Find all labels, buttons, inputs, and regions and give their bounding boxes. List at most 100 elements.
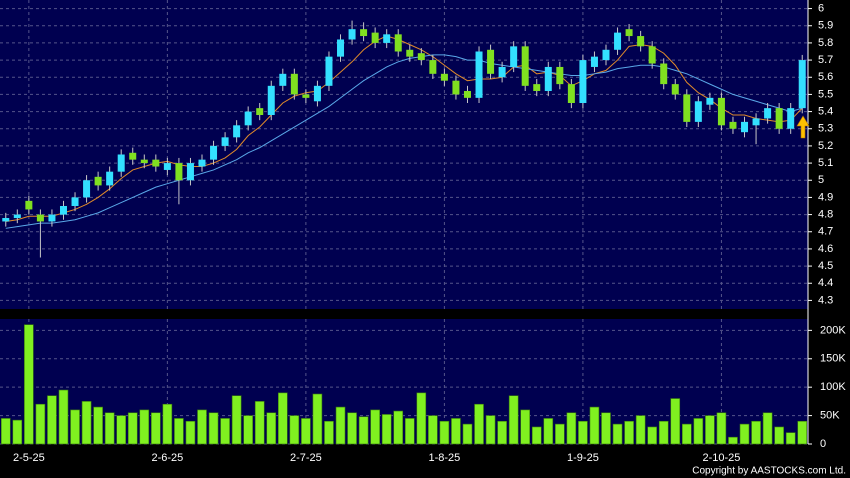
candle-body [706, 97, 714, 105]
candle-body [186, 163, 194, 181]
candle-body [671, 84, 679, 95]
volume-bar [197, 409, 207, 445]
y-tick-label: 5.4 [818, 105, 833, 117]
y-tick-label: 4.6 [818, 243, 833, 255]
y-tick-label: 0 [820, 438, 826, 450]
candle-body [798, 60, 806, 109]
candle-body [383, 34, 391, 43]
volume-bar [670, 398, 681, 445]
volume-bar [324, 420, 334, 445]
candle-body [71, 197, 79, 206]
candle-body [625, 29, 633, 37]
y-tick-label: 4.3 [818, 294, 833, 306]
volume-bar [381, 414, 392, 445]
y-tick-label: 200K [820, 324, 846, 336]
volume-bar [589, 406, 600, 445]
y-tick-label: 5 [818, 174, 824, 186]
volume-bar [0, 418, 11, 445]
x-tick-label: 2-5-25 [13, 452, 45, 464]
candle-body [2, 218, 10, 222]
volume-bar [335, 406, 346, 445]
volume-bar [497, 420, 507, 445]
volume-bar [739, 423, 750, 445]
volume-bar [601, 412, 611, 445]
volume-bar [174, 418, 184, 445]
volume-bar [151, 412, 161, 445]
volume-bar [474, 403, 484, 445]
volume-bar [93, 406, 103, 445]
candle-body [510, 46, 518, 67]
candle-body [244, 111, 252, 126]
candle-body [36, 214, 44, 222]
candle-body [475, 51, 483, 98]
candle-body [729, 121, 737, 129]
volume-bar [555, 423, 565, 445]
volume-bar [485, 415, 496, 445]
candle-body [533, 84, 541, 91]
candle-body [129, 152, 137, 160]
volume-bar [520, 409, 531, 445]
y-tick-label: 5.2 [818, 140, 833, 152]
y-tick-label: 4.8 [818, 208, 833, 220]
volume-bar [543, 418, 554, 445]
candle-body [717, 97, 725, 126]
volume-bar [127, 412, 138, 445]
x-tick-label: 1-8-25 [429, 452, 461, 464]
volume-bar [312, 393, 323, 445]
y-tick-label: 5.5 [818, 88, 833, 100]
candle-body [163, 163, 171, 170]
y-tick-label: 5.8 [818, 37, 833, 49]
y-tick-label: 6 [818, 2, 824, 14]
candle-body [752, 118, 760, 126]
volume-bar [774, 426, 784, 445]
y-tick-label: 5.7 [818, 54, 833, 66]
candle-body [498, 66, 506, 78]
candle-body [348, 29, 356, 40]
moving-average-line [5, 54, 803, 229]
candle-body [233, 125, 241, 138]
y-tick-label: 5.3 [818, 123, 833, 135]
candle-body [417, 53, 425, 61]
copyright: Copyright by AASTOCKS.com Ltd. [692, 466, 846, 477]
candle-body [764, 108, 772, 119]
volume-bar [220, 418, 230, 445]
volume-bar [635, 415, 646, 445]
volume-bar [451, 418, 461, 445]
volume-bar [12, 419, 23, 445]
volume-bar [439, 420, 450, 445]
x-tick-label: 2-7-25 [290, 452, 322, 464]
candle-body [648, 46, 656, 64]
candle-body [302, 94, 310, 98]
volume-bar [797, 420, 808, 445]
candle-body [337, 39, 345, 57]
candle-body [256, 108, 264, 116]
candle-body [290, 73, 298, 95]
volume-bar [231, 395, 242, 445]
y-tick-label: 4.5 [818, 260, 833, 272]
volume-bar [266, 412, 277, 445]
y-tick-label: 4.7 [818, 226, 833, 238]
volume-bar [277, 392, 288, 445]
y-tick-label: 4.9 [818, 191, 833, 203]
x-tick-label: 2-6-25 [151, 452, 183, 464]
candle-body [452, 80, 460, 95]
candle-body [83, 180, 91, 198]
candle-body [521, 46, 529, 86]
volume-bar [647, 426, 657, 445]
candle-body [487, 49, 495, 74]
volume-bar [658, 420, 669, 445]
candle-body [394, 34, 402, 52]
y-tick-label: 5.1 [818, 157, 833, 169]
volume-bar [624, 420, 634, 445]
volume-bar [578, 420, 588, 445]
volume-bar [81, 401, 92, 445]
volume-bar [705, 415, 715, 445]
x-tick-label: 1-9-25 [567, 452, 599, 464]
candle-body [694, 101, 702, 122]
candle-body [371, 32, 379, 43]
y-tick-label: 5.6 [818, 71, 833, 83]
volume-bar [681, 423, 692, 445]
volume-bar [393, 410, 404, 445]
volume-bar [24, 324, 34, 445]
